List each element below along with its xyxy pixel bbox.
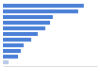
bar	[3, 43, 24, 47]
x-axis	[4, 66, 98, 67]
bar	[3, 26, 45, 30]
bars	[3, 4, 84, 64]
bar	[3, 32, 38, 36]
bar	[3, 15, 53, 19]
bar	[3, 38, 31, 42]
chart	[0, 0, 100, 71]
axis-line	[4, 66, 98, 67]
bar	[3, 21, 50, 25]
bar	[3, 4, 84, 8]
bar	[3, 60, 9, 64]
bar	[3, 49, 21, 53]
bar	[3, 9, 78, 13]
bar	[3, 55, 18, 59]
